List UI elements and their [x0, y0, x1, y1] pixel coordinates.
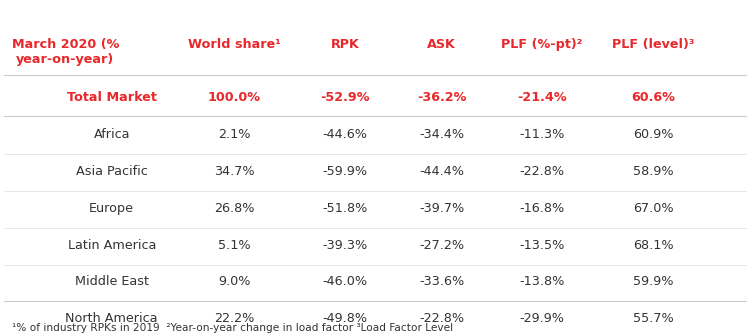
- Text: -34.4%: -34.4%: [419, 128, 464, 141]
- Text: -21.4%: -21.4%: [517, 91, 567, 105]
- Text: -59.9%: -59.9%: [322, 165, 368, 178]
- Text: -44.6%: -44.6%: [322, 128, 368, 141]
- Text: -36.2%: -36.2%: [417, 91, 466, 105]
- Text: PLF (%-pt)²: PLF (%-pt)²: [501, 38, 583, 51]
- Text: Asia Pacific: Asia Pacific: [76, 165, 148, 178]
- Text: Europe: Europe: [89, 202, 134, 215]
- Text: -39.7%: -39.7%: [419, 202, 464, 215]
- Text: -33.6%: -33.6%: [419, 275, 464, 288]
- Text: 2.1%: 2.1%: [217, 128, 250, 141]
- Text: -39.3%: -39.3%: [322, 239, 368, 252]
- Text: -51.8%: -51.8%: [322, 202, 368, 215]
- Text: Africa: Africa: [94, 128, 130, 141]
- Text: -22.8%: -22.8%: [419, 312, 464, 325]
- Text: 9.0%: 9.0%: [217, 275, 250, 288]
- Text: Latin America: Latin America: [68, 239, 156, 252]
- Text: 22.2%: 22.2%: [214, 312, 254, 325]
- Text: 100.0%: 100.0%: [208, 91, 260, 105]
- Text: PLF (level)³: PLF (level)³: [612, 38, 695, 51]
- Text: -27.2%: -27.2%: [419, 239, 464, 252]
- Text: -46.0%: -46.0%: [322, 275, 368, 288]
- Text: -44.4%: -44.4%: [419, 165, 464, 178]
- Text: Total Market: Total Market: [67, 91, 157, 105]
- Text: North America: North America: [65, 312, 158, 325]
- Text: 26.8%: 26.8%: [214, 202, 254, 215]
- Text: 68.1%: 68.1%: [633, 239, 674, 252]
- Text: 60.9%: 60.9%: [633, 128, 674, 141]
- Text: ¹% of industry RPKs in 2019  ²Year-on-year change in load factor ³Load Factor Le: ¹% of industry RPKs in 2019 ²Year-on-yea…: [11, 323, 453, 333]
- Text: -52.9%: -52.9%: [320, 91, 370, 105]
- Text: 59.9%: 59.9%: [633, 275, 674, 288]
- Text: 34.7%: 34.7%: [214, 165, 254, 178]
- Text: 60.6%: 60.6%: [632, 91, 675, 105]
- Text: 67.0%: 67.0%: [633, 202, 674, 215]
- Text: World share¹: World share¹: [188, 38, 280, 51]
- Text: -22.8%: -22.8%: [519, 165, 565, 178]
- Text: March 2020 (%
year-on-year): March 2020 (% year-on-year): [11, 38, 119, 66]
- Text: 5.1%: 5.1%: [217, 239, 250, 252]
- Text: Middle East: Middle East: [75, 275, 148, 288]
- Text: -13.5%: -13.5%: [519, 239, 565, 252]
- Text: -13.8%: -13.8%: [519, 275, 565, 288]
- Text: ASK: ASK: [427, 38, 456, 51]
- Text: -11.3%: -11.3%: [519, 128, 565, 141]
- Text: -49.8%: -49.8%: [322, 312, 368, 325]
- Text: RPK: RPK: [331, 38, 360, 51]
- Text: 55.7%: 55.7%: [633, 312, 674, 325]
- Text: -16.8%: -16.8%: [519, 202, 565, 215]
- Text: 58.9%: 58.9%: [633, 165, 674, 178]
- Text: -29.9%: -29.9%: [519, 312, 564, 325]
